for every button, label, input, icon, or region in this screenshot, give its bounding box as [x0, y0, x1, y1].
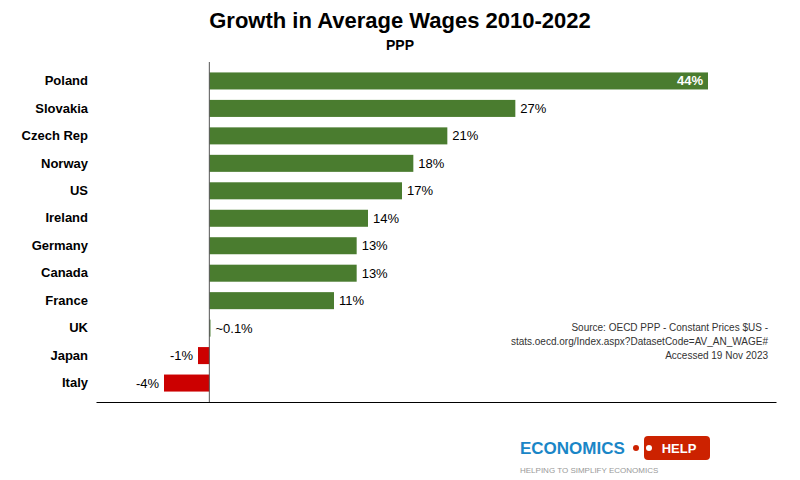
y-tick-label: Norway [41, 156, 89, 171]
brand-tagline: HELPING TO SIMPLIFY ECONOMICS [520, 466, 658, 475]
y-tick-label: Slovakia [35, 101, 89, 116]
y-tick: France [45, 293, 96, 308]
y-tick: Poland [45, 73, 96, 88]
bar [209, 182, 402, 199]
data-label: -4% [136, 376, 160, 391]
data-label: 14% [373, 211, 399, 226]
bar [209, 127, 447, 144]
bars [164, 62, 708, 402]
source-note-line: Source: OECD PPP - Constant Prices $US - [571, 322, 768, 333]
y-tick-label: Ireland [45, 210, 88, 225]
data-label: -1% [170, 348, 194, 363]
bar [209, 72, 708, 89]
bar [209, 100, 515, 117]
y-tick-label: Poland [45, 73, 88, 88]
y-tick: Slovakia [35, 101, 96, 116]
data-label: 13% [362, 266, 388, 281]
y-tick: Canada [41, 265, 96, 280]
y-tick-label: France [45, 293, 88, 308]
bar [209, 265, 356, 282]
y-tick: Germany [32, 238, 96, 253]
data-label: 18% [418, 156, 444, 171]
y-tick: Czech Rep [22, 128, 96, 143]
y-tick-label: Germany [32, 238, 89, 253]
y-tick-label: Japan [50, 348, 88, 363]
source-note: Source: OECD PPP - Constant Prices $US -… [511, 322, 769, 361]
brand-economics: ECONOMICS [520, 439, 625, 458]
bar [209, 210, 368, 227]
brand-notch [646, 445, 652, 451]
y-tick: Ireland [45, 210, 96, 225]
y-tick-label: Italy [62, 375, 89, 390]
brand-help: HELP [662, 441, 697, 456]
bar [209, 237, 356, 254]
bar [209, 292, 334, 309]
chart-svg: Growth in Average Wages 2010-2022 PPP Ital… [0, 0, 800, 480]
y-tick-label: UK [69, 320, 88, 335]
brand: ECONOMICS HELP HELPING TO SIMPLIFY ECONOMI… [520, 436, 710, 475]
source-note-line: stats.oecd.org/Index.aspx?DatasetCode=AV… [511, 336, 769, 347]
y-tick: Japan [50, 348, 96, 363]
subtitle: PPP [386, 37, 414, 53]
data-label: 17% [407, 183, 433, 198]
chart-container: Growth in Average Wages 2010-2022 PPP Ital… [0, 0, 800, 480]
y-tick: Norway [41, 156, 96, 171]
data-label: 44% [677, 73, 703, 88]
y-tick: UK [69, 320, 96, 335]
y-axis: Italy Japan UK France Canada Germany Ireland US… [22, 73, 96, 390]
data-label: 21% [452, 128, 478, 143]
bar [164, 375, 209, 392]
x-axis-line [97, 402, 777, 403]
zero-line [209, 62, 210, 402]
data-label: 27% [520, 101, 546, 116]
bar [209, 155, 413, 172]
data-label: 11% [339, 293, 364, 308]
y-tick-label: Canada [41, 265, 89, 280]
brand-dot [633, 445, 639, 451]
y-tick: US [70, 183, 96, 198]
brand-tag [644, 436, 710, 460]
bar [198, 347, 209, 364]
data-label: ~0.1% [215, 321, 253, 336]
y-tick-label: US [70, 183, 88, 198]
y-tick: Italy [62, 375, 96, 390]
source-note-line: Accessed 19 Nov 2023 [665, 350, 768, 361]
y-tick-label: Czech Rep [22, 128, 89, 143]
plot: Italy Japan UK France Canada Germany Ireland US… [22, 62, 777, 403]
data-label: 13% [362, 238, 388, 253]
x-axis [97, 402, 777, 403]
title: Growth in Average Wages 2010-2022 [209, 8, 591, 33]
